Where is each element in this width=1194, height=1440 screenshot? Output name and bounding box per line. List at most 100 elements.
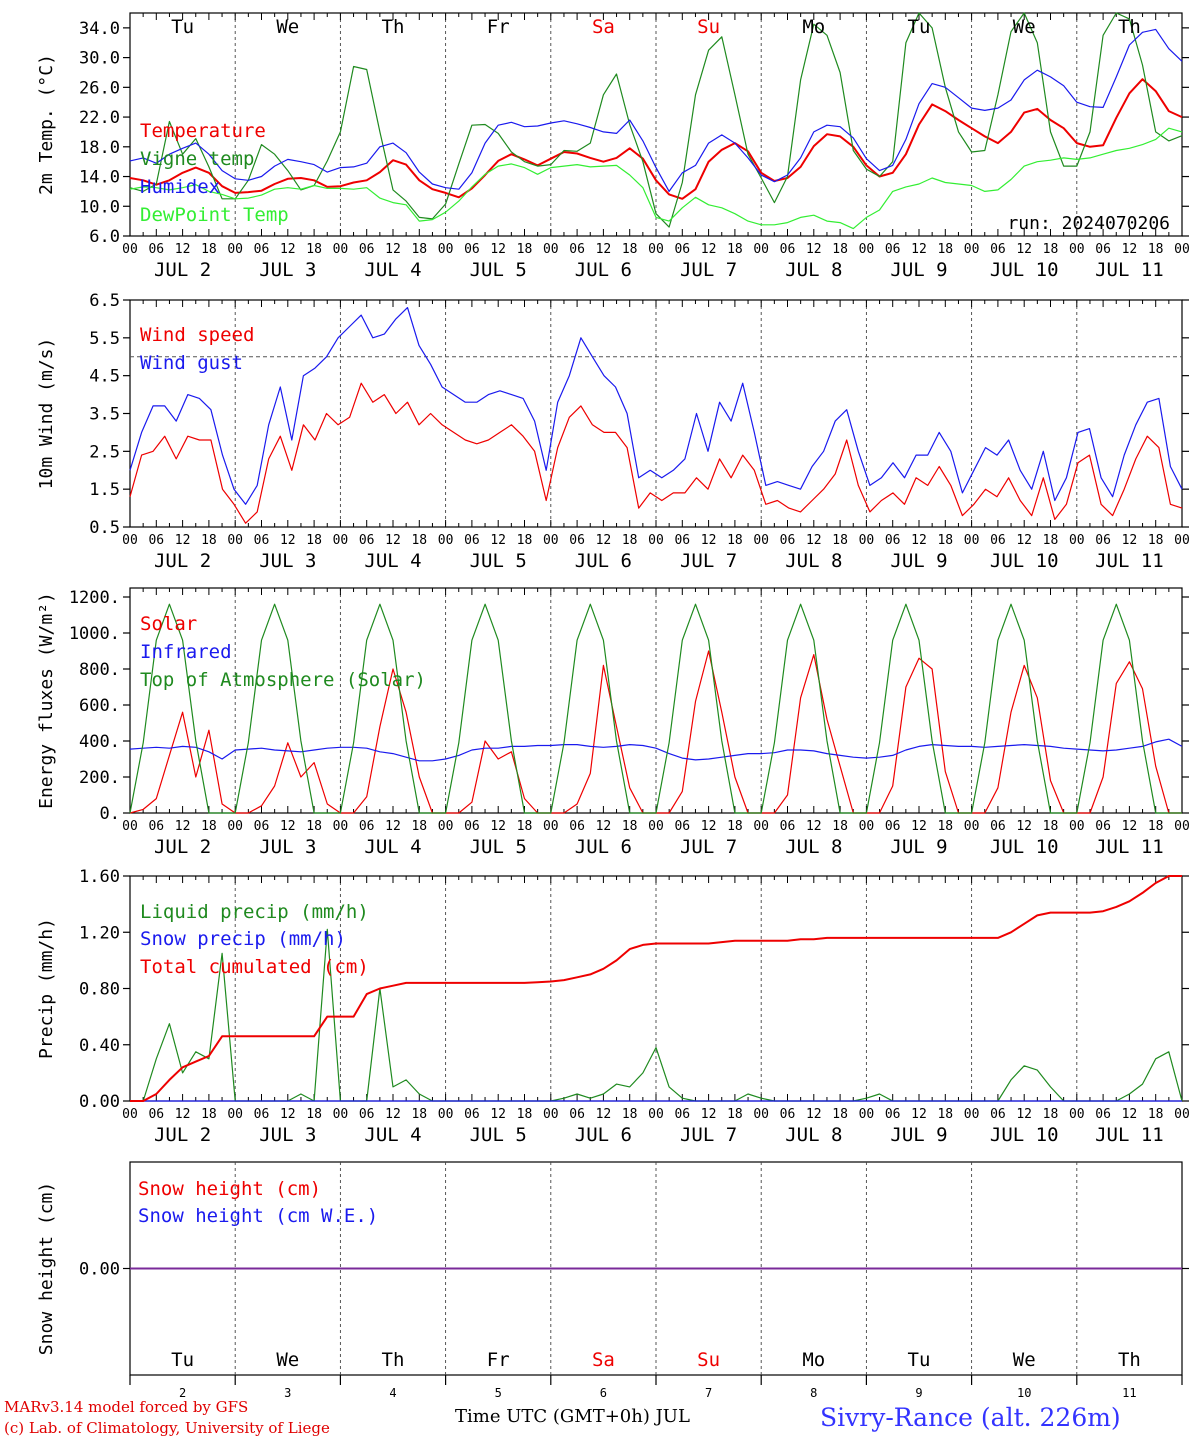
hour-tick-label: 12 xyxy=(280,1107,296,1122)
hour-tick-label: 12 xyxy=(1016,533,1032,548)
date-label: JUL 5 xyxy=(470,550,527,572)
date-label: JUL 2 xyxy=(154,1124,211,1146)
weekday-label: Mo xyxy=(802,16,825,38)
hour-tick-label: 18 xyxy=(622,1107,638,1122)
hour-tick-label: 06 xyxy=(990,819,1006,834)
series-line-wind-gust xyxy=(129,307,1183,505)
y-axis-label: Snow height (cm) xyxy=(36,1182,57,1355)
hour-tick-label: 00 xyxy=(438,1107,454,1122)
hour-tick-label: 00 xyxy=(964,1107,980,1122)
hour-tick-label: 12 xyxy=(701,242,717,257)
hour-tick-label: 12 xyxy=(280,533,296,548)
legend-entry: Snow precip (mm/h) xyxy=(140,928,346,950)
hour-tick-label: 12 xyxy=(490,533,506,548)
day-number-label: 3 xyxy=(284,1386,291,1400)
hour-tick-label: 00 xyxy=(122,1107,138,1122)
y-tick-label: 0. xyxy=(100,804,120,824)
hour-tick-label: 06 xyxy=(359,1107,375,1122)
legend-entry: Snow height (cm W.E.) xyxy=(138,1205,378,1227)
hour-tick-label: 06 xyxy=(780,1107,796,1122)
hour-tick-label: 00 xyxy=(648,1107,664,1122)
hour-tick-label: 18 xyxy=(1043,819,1059,834)
hour-tick-label: 00 xyxy=(1174,533,1190,548)
hour-tick-label: 06 xyxy=(569,533,585,548)
date-label: JUL 8 xyxy=(785,259,842,281)
series-line-wind-speed xyxy=(129,382,1183,524)
y-tick-label: 10.0 xyxy=(79,197,120,217)
hour-tick-label: 12 xyxy=(911,242,927,257)
hour-tick-label: 00 xyxy=(964,819,980,834)
date-label: JUL 3 xyxy=(259,1124,316,1146)
y-tick-label: 1.20 xyxy=(79,923,120,943)
hour-tick-label: 06 xyxy=(990,1107,1006,1122)
hour-tick-label: 06 xyxy=(885,1107,901,1122)
hour-tick-label: 00 xyxy=(227,819,243,834)
hour-tick-label: 06 xyxy=(674,242,690,257)
panel-frame xyxy=(129,587,1183,814)
hour-tick-label: 18 xyxy=(517,533,533,548)
hour-tick-label: 18 xyxy=(1043,1107,1059,1122)
hour-tick-label: 00 xyxy=(964,242,980,257)
date-label: JUL 4 xyxy=(364,259,421,281)
weekday-label: Tu xyxy=(171,1349,194,1371)
date-label: JUL 6 xyxy=(575,1124,632,1146)
hour-tick-label: 06 xyxy=(359,242,375,257)
y-axis-label: 10m Wind (m/s) xyxy=(36,338,57,490)
hour-tick-label: 12 xyxy=(596,533,612,548)
hour-tick-label: 12 xyxy=(1122,1107,1138,1122)
y-tick-label: 5.5 xyxy=(89,329,120,349)
y-tick-label: 18.0 xyxy=(79,138,120,158)
hour-tick-label: 12 xyxy=(175,242,191,257)
date-label: JUL 8 xyxy=(785,550,842,572)
legend-entry: Total cumulated (cm) xyxy=(140,956,369,978)
weekday-label: Tu xyxy=(908,16,931,38)
hour-tick-label: 06 xyxy=(569,242,585,257)
hour-tick-label: 00 xyxy=(543,242,559,257)
hour-tick-label: 06 xyxy=(254,242,270,257)
hour-tick-label: 06 xyxy=(990,242,1006,257)
legend-entry: Wind gust xyxy=(140,352,243,374)
date-label: JUL 4 xyxy=(364,1124,421,1146)
hour-tick-label: 18 xyxy=(727,533,743,548)
date-label: JUL 11 xyxy=(1095,1124,1164,1146)
hour-tick-label: 12 xyxy=(175,1107,191,1122)
run-annotation: run: 2024070206 xyxy=(1007,213,1170,234)
hour-tick-label: 18 xyxy=(622,819,638,834)
date-label: JUL 5 xyxy=(470,836,527,858)
hour-tick-label: 06 xyxy=(1095,533,1111,548)
legend-entry: Infrared xyxy=(140,641,232,663)
hour-tick-label: 06 xyxy=(569,819,585,834)
hour-tick-label: 00 xyxy=(333,533,349,548)
hour-tick-label: 18 xyxy=(832,819,848,834)
date-label: JUL 10 xyxy=(990,836,1059,858)
hour-tick-label: 18 xyxy=(1043,242,1059,257)
hour-tick-label: 00 xyxy=(543,533,559,548)
hour-tick-label: 18 xyxy=(517,1107,533,1122)
hour-tick-label: 06 xyxy=(254,533,270,548)
date-label: JUL 5 xyxy=(470,1124,527,1146)
hour-tick-label: 06 xyxy=(254,819,270,834)
hour-tick-label: 00 xyxy=(438,819,454,834)
hour-tick-label: 06 xyxy=(148,242,164,257)
day-number-label: 8 xyxy=(810,1386,817,1400)
hour-tick-label: 12 xyxy=(385,819,401,834)
hour-tick-label: 00 xyxy=(227,242,243,257)
hour-tick-label: 18 xyxy=(832,533,848,548)
hour-tick-label: 12 xyxy=(490,242,506,257)
weekday-label: Fr xyxy=(487,1349,510,1371)
weekday-label: Su xyxy=(697,1349,720,1371)
hour-tick-label: 12 xyxy=(280,242,296,257)
hour-tick-label: 06 xyxy=(464,533,480,548)
hour-tick-label: 06 xyxy=(674,819,690,834)
y-tick-label: 34.0 xyxy=(79,19,120,39)
hour-tick-label: 00 xyxy=(964,533,980,548)
y-tick-label: 22.0 xyxy=(79,108,120,128)
hour-tick-label: 18 xyxy=(1148,1107,1164,1122)
hour-tick-label: 18 xyxy=(517,242,533,257)
hour-tick-label: 00 xyxy=(227,533,243,548)
hour-tick-label: 06 xyxy=(1095,242,1111,257)
series-line-total-cumulated-cm- xyxy=(130,875,1182,1102)
y-tick-label: 26.0 xyxy=(79,78,120,98)
hour-tick-label: 18 xyxy=(937,1107,953,1122)
